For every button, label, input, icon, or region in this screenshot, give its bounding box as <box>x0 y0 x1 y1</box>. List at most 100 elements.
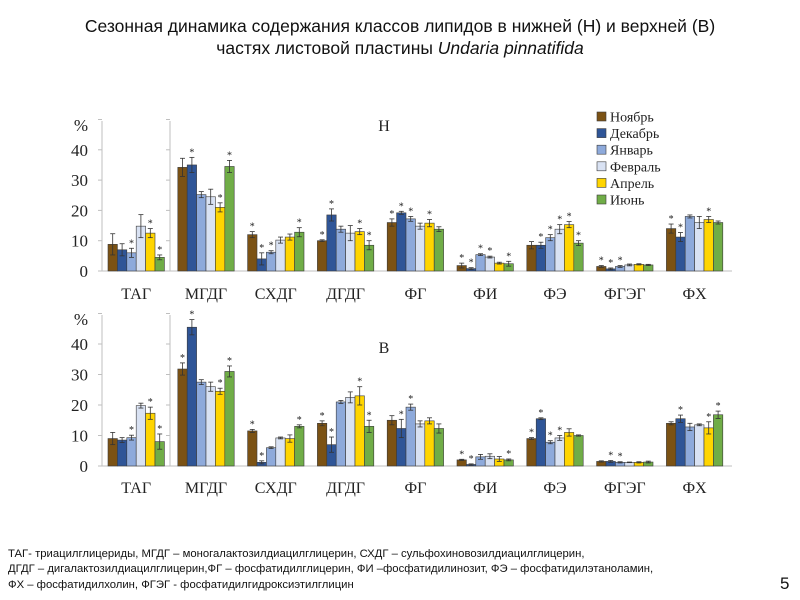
bar <box>266 447 277 467</box>
significance-marker: * <box>329 427 334 438</box>
bar <box>177 167 188 272</box>
x-tick-label: СХДГ <box>255 286 297 303</box>
bar <box>535 244 546 272</box>
significance-marker: * <box>180 353 185 364</box>
y-tick-label: 30 <box>71 171 88 190</box>
significance-marker: * <box>227 356 232 367</box>
bar <box>294 231 305 272</box>
bar <box>713 414 724 467</box>
bar <box>345 397 356 467</box>
bar <box>694 424 705 467</box>
legend-label: Апрель <box>610 177 654 192</box>
significance-marker: * <box>478 244 483 255</box>
chart-panel-upper: 0 10 20 30 40% В ТАГ МГДГ СХДГ ДГДГ ФГ ФИ ФЭ ФГЭГ ФХ * *… <box>71 310 732 497</box>
bar <box>335 401 346 467</box>
significance-marker: * <box>608 451 613 462</box>
bar <box>545 237 556 272</box>
bar <box>215 207 226 272</box>
y-tick-label: 20 <box>71 201 88 220</box>
bar <box>433 228 444 272</box>
x-tick-label: ФЭ <box>543 480 566 497</box>
bar <box>126 437 137 467</box>
significance-marker: * <box>618 452 623 463</box>
significance-marker: * <box>408 206 413 217</box>
x-tick-label: ФГ <box>404 480 426 497</box>
bar <box>205 386 216 467</box>
significance-marker: * <box>148 397 153 408</box>
x-tick-label: ФГЭГ <box>604 480 646 497</box>
bar <box>675 236 686 272</box>
x-tick-label: ФИ <box>473 480 498 497</box>
x-tick-label: ДГДГ <box>326 480 365 497</box>
panel-title: В <box>379 340 390 357</box>
significance-marker: * <box>129 238 134 249</box>
legend-swatch <box>596 128 607 138</box>
bar <box>354 395 365 467</box>
x-tick-label: ФХ <box>682 286 707 303</box>
legend-swatch <box>596 161 607 172</box>
x-tick-label: ФГЭГ <box>604 286 646 303</box>
significance-marker: * <box>557 426 562 437</box>
bar <box>564 432 575 467</box>
x-tick-label: ФХ <box>682 480 707 497</box>
abbreviations-footnote: ТАГ- триацилглицериды, МГДГ – моногалакт… <box>8 547 768 593</box>
bar <box>713 222 724 272</box>
bar <box>684 426 695 467</box>
legend-swatch <box>596 111 607 122</box>
bar <box>224 371 235 467</box>
bar <box>186 326 197 467</box>
significance-marker: * <box>706 412 711 423</box>
legend-swatch <box>596 178 607 188</box>
significance-marker: * <box>716 401 721 412</box>
bar <box>703 219 714 272</box>
bar <box>145 232 156 272</box>
significance-marker: * <box>599 256 604 267</box>
bar <box>117 439 128 467</box>
significance-marker: * <box>678 223 683 234</box>
significance-marker: * <box>618 256 623 267</box>
significance-marker: * <box>608 258 613 269</box>
bar <box>396 212 407 272</box>
significance-marker: * <box>548 431 553 442</box>
significance-marker: * <box>706 206 711 217</box>
legend-label: Январь <box>610 144 653 159</box>
bar <box>684 216 695 272</box>
bar <box>415 423 426 467</box>
bar <box>326 214 337 272</box>
significance-marker: * <box>259 451 264 462</box>
significance-marker: * <box>459 449 464 460</box>
significance-marker: * <box>469 454 474 465</box>
y-axis-label: % <box>74 116 88 135</box>
bar <box>526 438 537 467</box>
significance-marker: * <box>389 209 394 220</box>
y-tick-label: 0 <box>80 457 89 476</box>
bar <box>415 225 426 272</box>
significance-marker: * <box>227 150 232 161</box>
bar <box>294 426 305 467</box>
significance-marker: * <box>189 310 194 321</box>
significance-marker: * <box>148 219 153 230</box>
significance-marker: * <box>297 218 302 229</box>
x-tick-label: ФИ <box>473 286 498 303</box>
significance-marker: * <box>367 231 372 242</box>
footnote-line: ДГДГ – дигалактозилдиацилглицерин,ФГ – ф… <box>8 563 654 576</box>
significance-marker: * <box>678 405 683 416</box>
significance-marker: * <box>506 449 511 460</box>
significance-marker: * <box>129 425 134 436</box>
significance-marker: * <box>567 212 572 223</box>
significance-marker: * <box>399 201 404 212</box>
bar <box>145 412 156 467</box>
footnote-line: ТАГ- триацилглицериды, МГДГ – моногалакт… <box>8 548 585 560</box>
species-name: Undaria pinnatifida <box>437 38 584 58</box>
bar <box>284 438 295 467</box>
bar <box>215 390 226 467</box>
bar <box>386 419 397 467</box>
significance-marker: * <box>357 377 362 388</box>
significance-marker: * <box>320 230 325 241</box>
significance-marker: * <box>329 199 334 210</box>
bar <box>177 368 188 467</box>
bar <box>247 234 258 272</box>
bar <box>666 422 677 467</box>
